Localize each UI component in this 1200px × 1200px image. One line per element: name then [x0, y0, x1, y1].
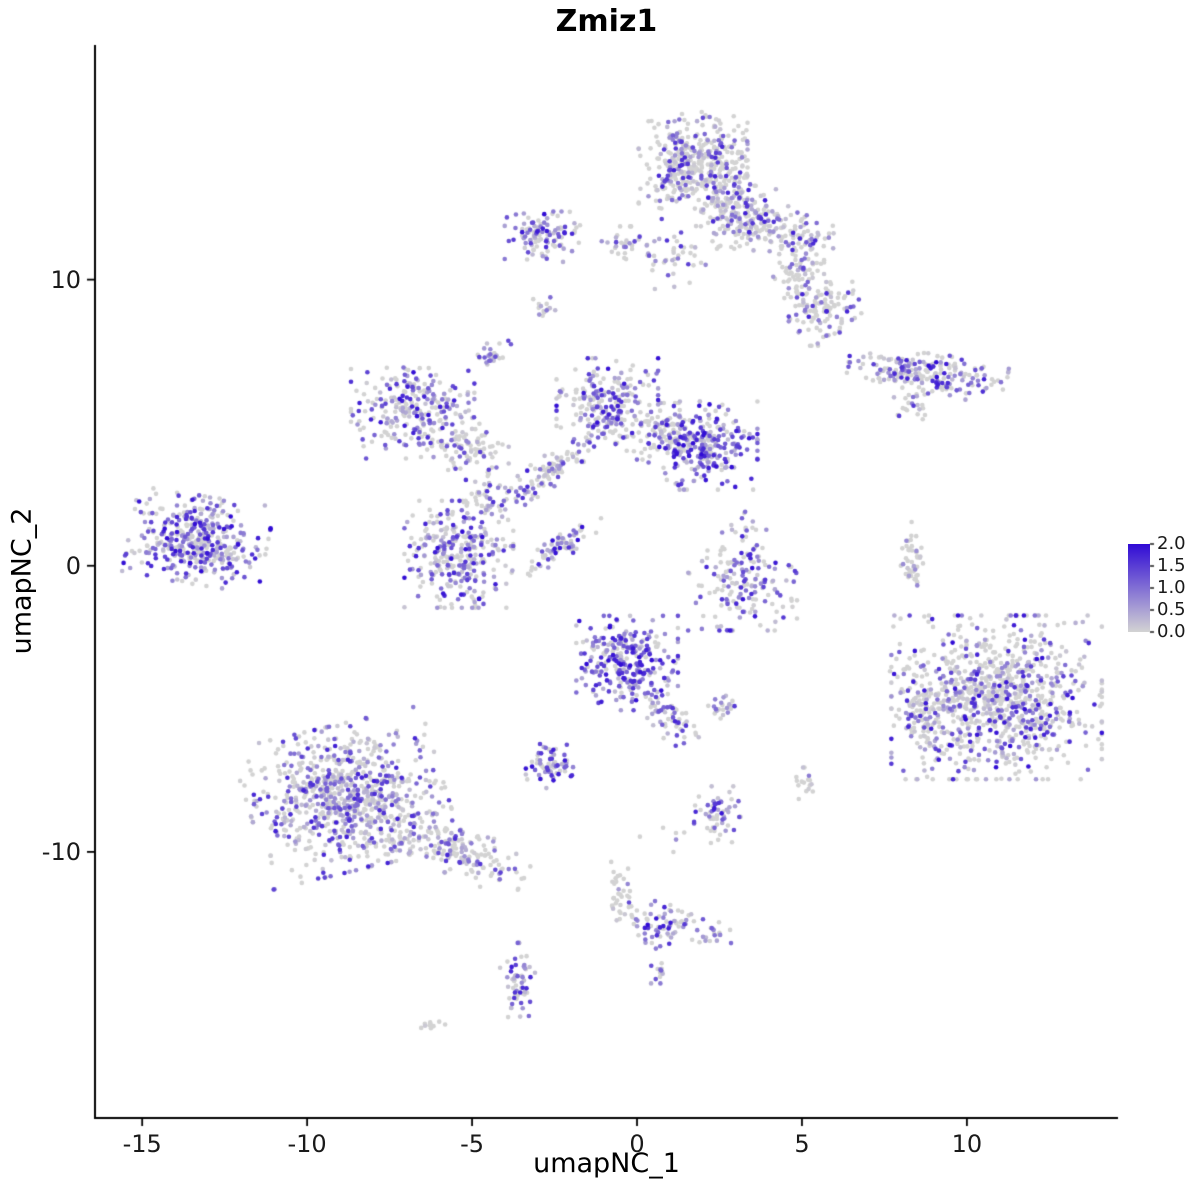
plot-title: Zmiz1: [555, 4, 658, 39]
colorbar-tick-label: 0.5: [1157, 599, 1186, 620]
x-axis-label: umapNC_1: [533, 1148, 680, 1179]
x-tick-label: 5: [794, 1130, 810, 1158]
y-tick-label: 0: [65, 551, 81, 580]
colorbar-tick-label: 2.0: [1157, 533, 1186, 554]
x-tick-label: -15: [122, 1130, 162, 1158]
colorbar-tick-label: 1.0: [1157, 577, 1186, 598]
y-tick-label: 10: [50, 265, 81, 294]
x-tick-label: -5: [460, 1130, 485, 1158]
y-tick-label: -10: [41, 837, 81, 866]
colorbar-tick-label: 1.5: [1157, 555, 1186, 576]
x-tick-label: -10: [287, 1130, 327, 1158]
y-axis-label: umapNC_2: [6, 507, 38, 655]
colorbar-tick-label: 0.0: [1157, 621, 1186, 642]
x-tick-label: 0: [629, 1130, 645, 1158]
colorbar-gradient: [1128, 544, 1150, 632]
x-tick-label: 10: [951, 1130, 983, 1158]
